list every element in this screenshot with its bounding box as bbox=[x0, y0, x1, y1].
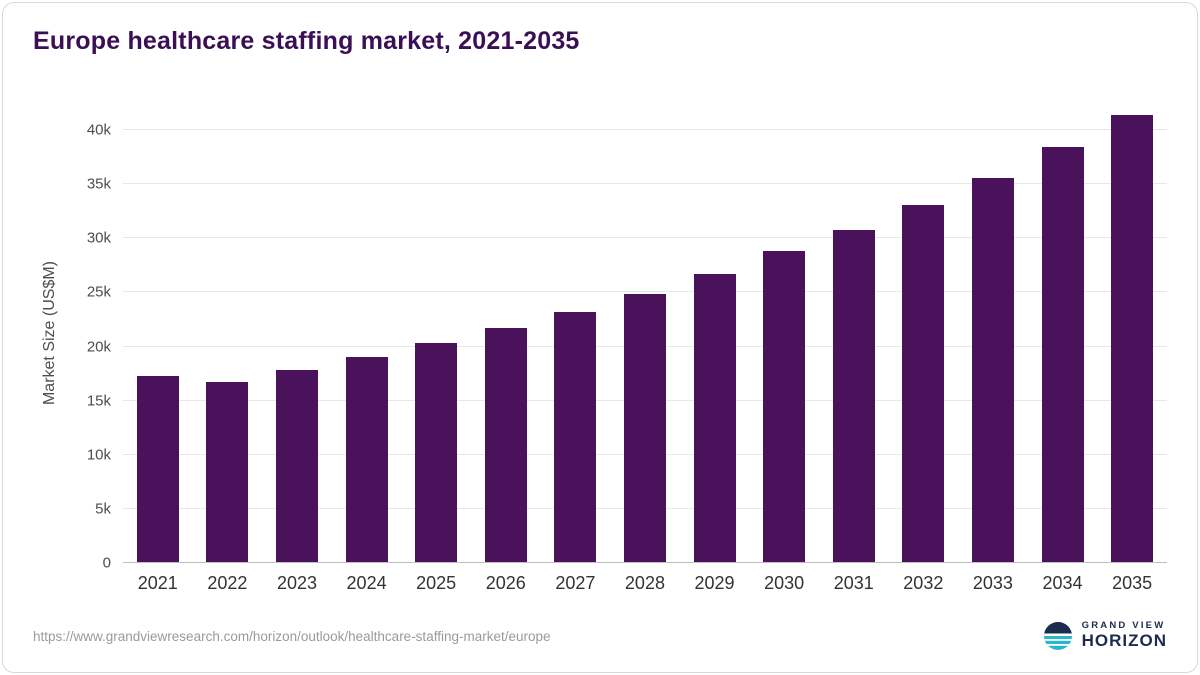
x-tick-label: 2035 bbox=[1112, 572, 1153, 593]
y-tick-label: 0 bbox=[102, 554, 111, 572]
x-tick-label: 2024 bbox=[346, 572, 387, 593]
y-tick-label: 35k bbox=[86, 175, 111, 193]
y-axis-label: Market Size (US$M) bbox=[41, 260, 58, 406]
horizon-logo-icon bbox=[1043, 622, 1072, 650]
bar-2025 bbox=[415, 343, 458, 563]
bar-column bbox=[193, 103, 263, 563]
gridline bbox=[123, 183, 1167, 185]
y-tick-label: 25k bbox=[86, 283, 111, 301]
y-axis-ticks: 0 5k 10k 15k 20k 25k 30k 35k 40k bbox=[67, 103, 123, 572]
y-tick-label: 10k bbox=[86, 446, 111, 464]
x-tick-label: 2028 bbox=[624, 572, 665, 593]
bar-column bbox=[332, 103, 402, 563]
x-tick-label: 2023 bbox=[276, 572, 317, 593]
x-tick-label: 2030 bbox=[764, 572, 805, 593]
bar-2034 bbox=[1041, 147, 1084, 563]
y-tick-label: 20k bbox=[86, 338, 111, 356]
y-axis-label-column: Market Size (US$M) bbox=[33, 103, 67, 603]
logo-text-top: GRAND VIEW bbox=[1081, 620, 1166, 632]
bars-container bbox=[123, 103, 1167, 563]
bar-column bbox=[610, 103, 680, 563]
bar-2022 bbox=[206, 382, 249, 563]
bar-2030 bbox=[763, 251, 806, 563]
bar-column bbox=[749, 103, 819, 563]
y-tick-label: 40k bbox=[86, 121, 111, 139]
x-tick-label: 2031 bbox=[833, 572, 874, 593]
x-tick-label: 2022 bbox=[207, 572, 248, 593]
y-tick-label: 30k bbox=[86, 229, 111, 247]
bar-2021 bbox=[136, 375, 179, 563]
bar-column bbox=[401, 103, 471, 563]
bar-2023 bbox=[275, 370, 318, 563]
bar-2033 bbox=[971, 177, 1014, 563]
bar-2029 bbox=[693, 274, 736, 563]
bar-2035 bbox=[1111, 114, 1154, 563]
brand-logo: GRAND VIEW HORIZON bbox=[1043, 620, 1167, 651]
x-axis-line bbox=[123, 562, 1167, 563]
bar-2031 bbox=[832, 229, 875, 563]
x-tick-label: 2025 bbox=[416, 572, 457, 593]
x-tick-label: 2032 bbox=[903, 572, 944, 593]
x-axis-labels: 2021 2022 2023 2024 2025 2026 2027 2028 2029 2030… bbox=[123, 563, 1167, 603]
chart: Market Size (US$M) 0 5k 10k 15k 20k 25k 30k 35k… bbox=[33, 103, 1167, 603]
x-tick-label: 2029 bbox=[694, 572, 735, 593]
logo-text-bottom: HORIZON bbox=[1081, 630, 1167, 650]
x-tick-label: 2026 bbox=[485, 572, 526, 593]
y-tick-label: 15k bbox=[86, 392, 111, 410]
bar-column bbox=[262, 103, 332, 563]
bar-column bbox=[680, 103, 750, 563]
bar-column bbox=[1028, 103, 1098, 563]
x-tick-label: 2033 bbox=[972, 572, 1013, 593]
bar-column bbox=[1097, 103, 1167, 563]
bar-2024 bbox=[345, 357, 388, 563]
bar-2032 bbox=[902, 204, 945, 563]
gridline bbox=[123, 129, 1167, 131]
bar-column bbox=[819, 103, 889, 563]
x-tick-label: 2021 bbox=[137, 572, 178, 593]
bar-column bbox=[123, 103, 193, 563]
y-tick-label: 5k bbox=[95, 500, 111, 518]
source-url: https://www.grandviewresearch.com/horizo… bbox=[33, 628, 551, 644]
bar-column bbox=[958, 103, 1028, 563]
footer: https://www.grandviewresearch.com/horizo… bbox=[33, 614, 1167, 658]
bar-2027 bbox=[554, 311, 597, 563]
gridline bbox=[123, 291, 1167, 293]
bar-2026 bbox=[484, 328, 527, 563]
plot-area bbox=[123, 103, 1167, 563]
logo-text: GRAND VIEW HORIZON bbox=[1081, 620, 1167, 650]
x-tick-label: 2027 bbox=[555, 572, 596, 593]
bar-column bbox=[889, 103, 959, 563]
bar-column bbox=[541, 103, 611, 563]
plot-column: 2021 2022 2023 2024 2025 2026 2027 2028 2029 2030… bbox=[123, 103, 1167, 603]
x-tick-label: 2034 bbox=[1042, 572, 1083, 593]
bar-column bbox=[471, 103, 541, 563]
gridline bbox=[123, 237, 1167, 239]
bar-2028 bbox=[623, 293, 666, 563]
chart-title: Europe healthcare staffing market, 2021-… bbox=[33, 27, 580, 55]
